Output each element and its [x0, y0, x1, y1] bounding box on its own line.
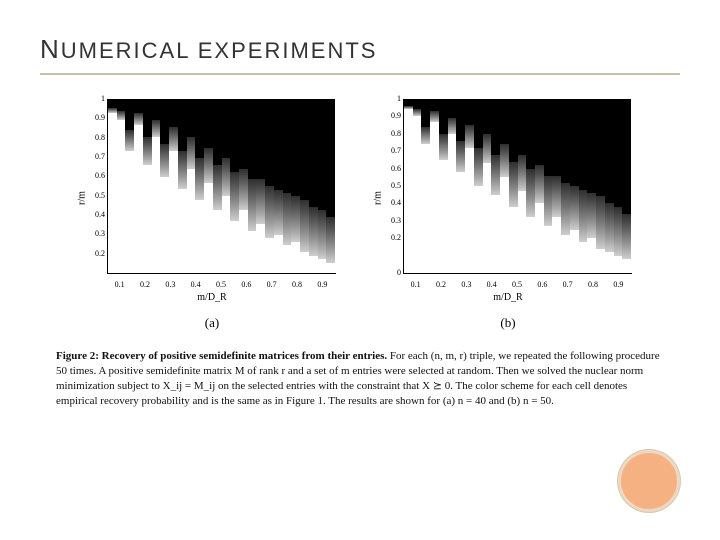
plot-b: r/m m/D_R 00.20.30.40.50.60.70.80.910.10…: [369, 93, 647, 303]
figure-row: r/m m/D_R 0.20.30.40.50.60.70.80.910.10.…: [40, 93, 680, 331]
title-rest: UMERICAL EXPERIMENTS: [61, 38, 378, 63]
decorative-circle-icon: [618, 450, 680, 512]
xlabel-b: m/D_R: [369, 292, 647, 303]
ylabel-a: r/m: [76, 191, 87, 205]
axes-a: [107, 99, 336, 274]
caption-bold: Figure 2: Recovery of positive semidefin…: [56, 350, 387, 362]
title-lead: N: [40, 34, 61, 64]
sublabel-a: (a): [73, 315, 351, 331]
ylabel-b: r/m: [372, 191, 383, 205]
title-underline: [40, 73, 680, 75]
plot-a: r/m m/D_R 0.20.30.40.50.60.70.80.910.10.…: [73, 93, 351, 303]
figure-caption: Figure 2: Recovery of positive semidefin…: [56, 349, 664, 408]
xlabel-a: m/D_R: [73, 292, 351, 303]
page-title: NUMERICAL EXPERIMENTS: [40, 34, 680, 65]
panel-a: r/m m/D_R 0.20.30.40.50.60.70.80.910.10.…: [73, 93, 351, 331]
axes-b: [403, 99, 632, 274]
panel-b: r/m m/D_R 00.20.30.40.50.60.70.80.910.10…: [369, 93, 647, 331]
slide: NUMERICAL EXPERIMENTS r/m m/D_R 0.20.30.…: [0, 0, 720, 540]
sublabel-b: (b): [369, 315, 647, 331]
